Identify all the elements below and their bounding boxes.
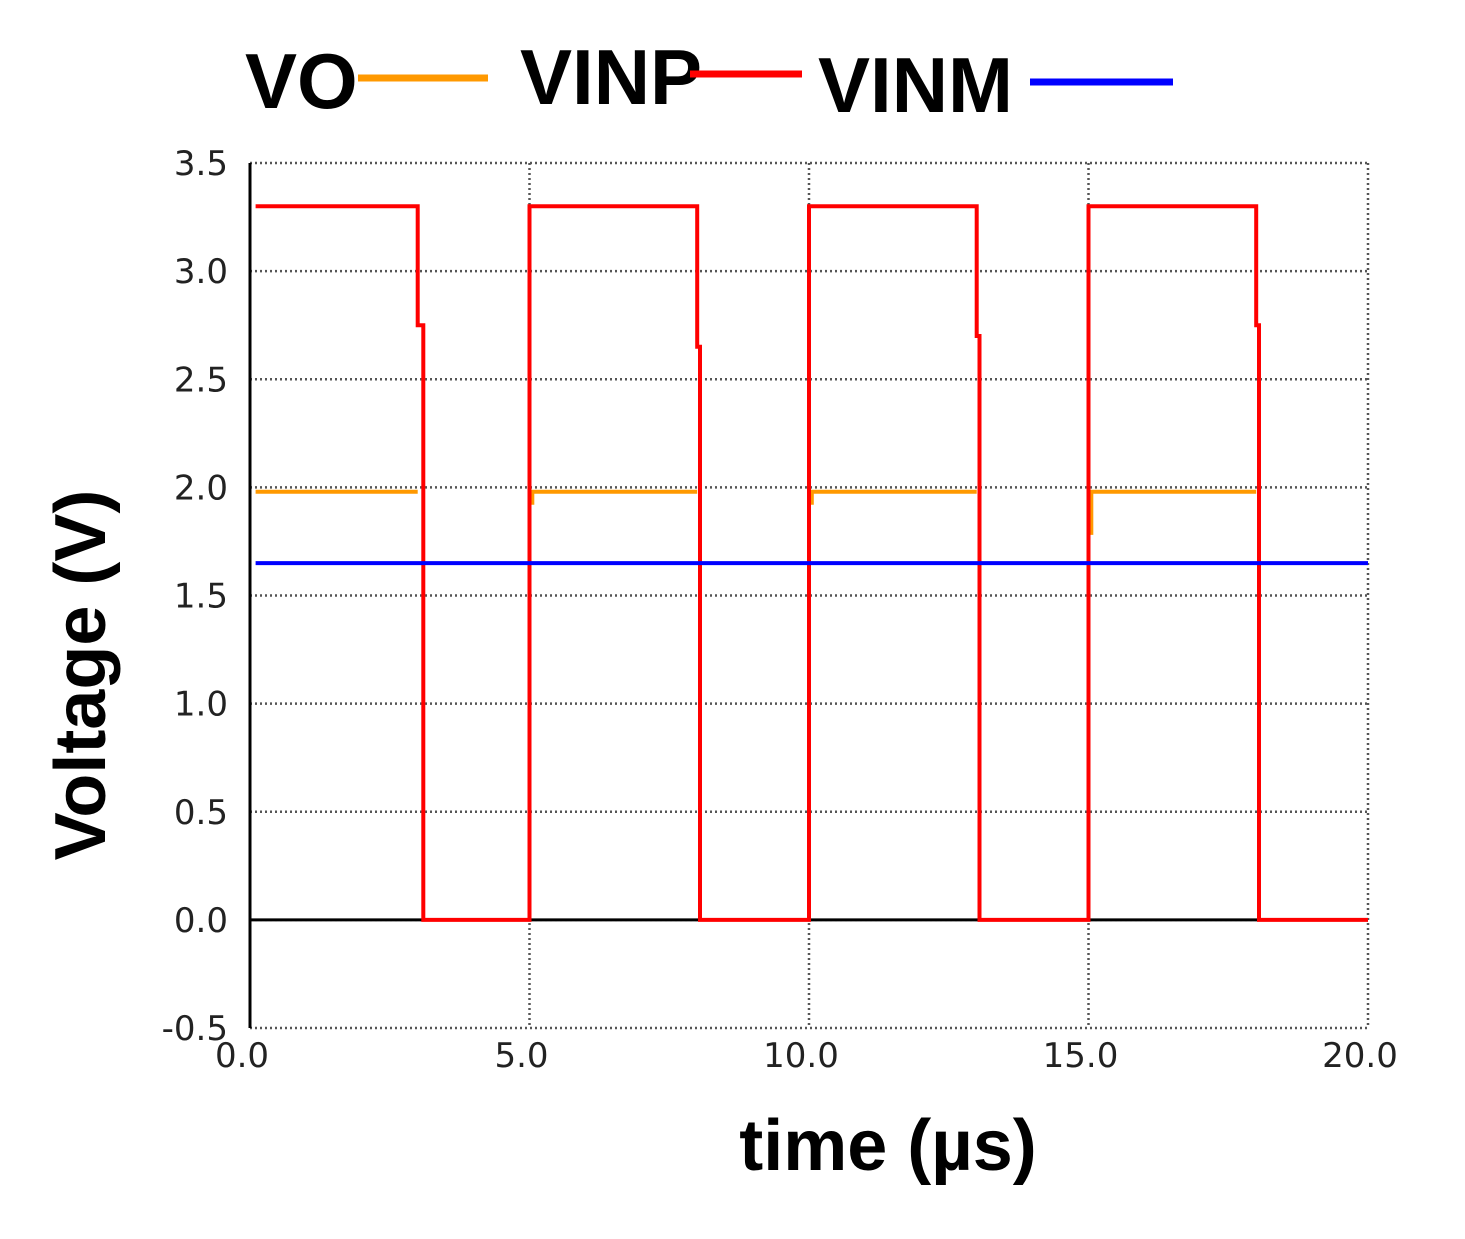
x-tick-label-1: 5.0 xyxy=(494,1036,548,1076)
y-tick-label-8: 3.5 xyxy=(174,144,228,184)
x-axis-title: time (µs) xyxy=(739,1106,1037,1186)
legend-label-vo: VO xyxy=(245,37,358,125)
y-tick-label-3: 1.0 xyxy=(174,685,228,725)
legend-label-vinp: VINP xyxy=(520,33,702,121)
x-tick-label-4: 20.0 xyxy=(1322,1036,1398,1076)
x-tick-label-3: 15.0 xyxy=(1043,1036,1119,1076)
y-tick-label-5: 2.0 xyxy=(174,468,228,508)
series-lines xyxy=(255,204,1368,922)
y-tick-label-1: 0.0 xyxy=(174,901,228,941)
y-tick-label-0: -0.5 xyxy=(162,1009,228,1049)
legend: VO VINP VINM xyxy=(245,33,1173,129)
series-line-vo-2 xyxy=(809,489,977,505)
series-line-vo-1 xyxy=(530,489,698,505)
y-axis-title: Voltage (V) xyxy=(41,490,121,861)
x-tick-label-0: 0.0 xyxy=(215,1036,269,1076)
y-tick-label-7: 3.0 xyxy=(174,252,228,292)
y-tick-label-6: 2.5 xyxy=(174,360,228,400)
x-tick-label-2: 10.0 xyxy=(763,1036,839,1076)
series-line-vo-3 xyxy=(1089,489,1257,535)
y-tick-label-2: 0.5 xyxy=(174,793,228,833)
y-tick-label-4: 1.5 xyxy=(174,577,228,617)
legend-label-vinm: VINM xyxy=(818,41,1013,129)
tick-labels: -0.50.00.51.01.52.02.53.03.50.0 5.0 10.0 15… xyxy=(162,144,1398,1076)
